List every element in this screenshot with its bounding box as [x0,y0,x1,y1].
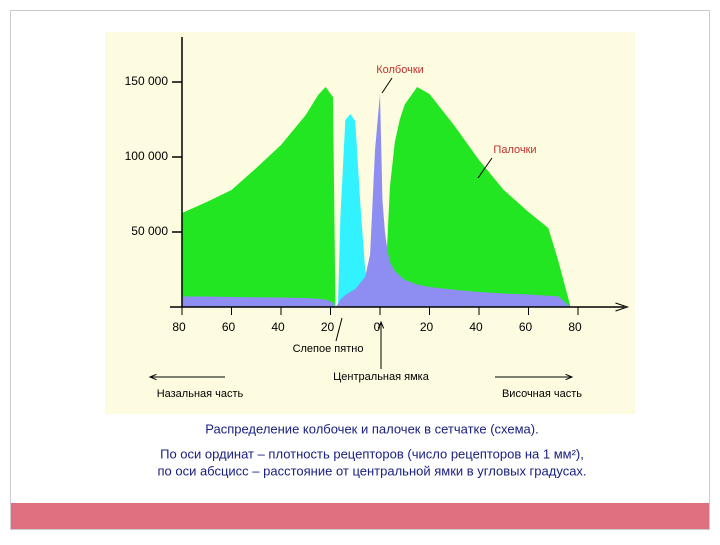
annotation: Височная часть [502,388,582,400]
x-tick-label: 0 [374,320,381,334]
area [182,94,571,307]
footer-bar [11,503,709,529]
caption: Распределение колбочек и палочек в сетча… [205,421,538,436]
area [182,86,571,307]
x-tick-label: 80 [568,320,582,334]
y-tick-label: 150 000 [125,74,169,88]
y-tick-label: 50 000 [131,224,168,238]
area [337,113,380,307]
x-tick-label: 60 [519,320,533,334]
annotation: Центральная ямка [333,371,430,383]
annotation-line [477,157,493,179]
annotation-arrowhead [377,320,385,329]
annotation-arrowhead [565,373,574,381]
x-tick-label: 20 [420,320,434,334]
x-axis-arrow [615,302,630,312]
x-tick-label: 40 [271,320,285,334]
annotation: Слепое пятно [293,343,364,355]
x-tick-label: 60 [222,320,236,334]
y-tick-label: 100 000 [125,149,169,163]
annotation: Палочки [493,144,536,156]
caption: по оси абсцисс – расстояние от центральн… [157,463,586,478]
caption: По оси ординат – плотность рецепторов (ч… [160,446,584,461]
annotation: Колбочки [376,64,424,76]
x-tick-label: 80 [172,320,186,334]
annotation-line [335,317,343,342]
x-tick-label: 20 [321,320,335,334]
annotation: Назальная часть [157,388,244,400]
annotation-arrowhead [148,373,157,381]
x-tick-label: 40 [469,320,483,334]
annotation-line [381,77,393,94]
